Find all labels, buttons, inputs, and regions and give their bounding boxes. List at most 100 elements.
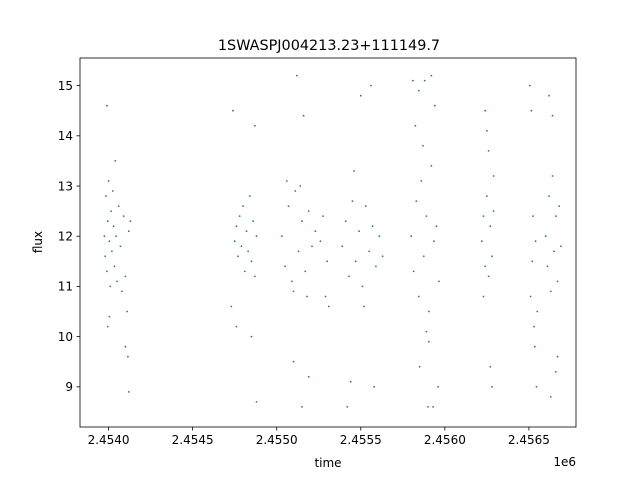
data-point: [363, 305, 365, 308]
data-point: [109, 285, 112, 288]
x-tick-label: 2.4560: [424, 433, 466, 447]
data-point: [127, 230, 130, 233]
data-point: [252, 220, 255, 223]
data-point: [558, 205, 561, 208]
data-point: [341, 245, 344, 248]
data-point: [346, 406, 349, 408]
data-point: [491, 385, 493, 388]
data-point: [235, 325, 238, 328]
data-point: [111, 190, 114, 192]
data-point: [319, 240, 322, 243]
data-point: [422, 145, 424, 147]
plot-area: [80, 58, 576, 427]
plot-frame: [79, 57, 577, 428]
data-point: [233, 240, 236, 243]
data-point: [480, 240, 483, 243]
x-axis-label: time: [314, 456, 341, 470]
data-point: [412, 270, 415, 273]
data-point: [285, 180, 288, 182]
data-point: [425, 215, 428, 218]
y-tick-label: 11: [58, 280, 73, 294]
data-point: [359, 94, 362, 97]
data-point: [245, 230, 248, 233]
data-point: [415, 200, 418, 203]
data-point: [255, 235, 258, 238]
data-point: [108, 315, 111, 318]
y-axis-ticks: 9 10 11 12 13 14 15: [58, 79, 80, 394]
data-point: [553, 250, 555, 253]
data-point: [422, 255, 425, 258]
data-point: [280, 235, 283, 238]
data-point: [528, 84, 531, 87]
data-point: [548, 94, 550, 97]
data-point: [121, 290, 123, 293]
data-point: [115, 235, 117, 238]
y-tick-label: 12: [58, 230, 73, 244]
data-point: [358, 230, 360, 233]
data-point: [433, 104, 436, 107]
data-point: [291, 280, 293, 283]
data-point: [549, 290, 552, 293]
data-point: [116, 280, 118, 283]
data-point: [248, 195, 251, 198]
y-tick-label: 13: [58, 179, 73, 193]
data-point: [556, 280, 559, 283]
data-point: [296, 74, 298, 77]
data-point: [432, 406, 434, 408]
y-tick-label: 9: [65, 380, 73, 394]
data-point: [307, 375, 310, 378]
data-point: [255, 401, 258, 403]
data-point: [105, 195, 107, 198]
data-point: [322, 215, 324, 218]
data-point: [487, 150, 490, 152]
x-tick-label: 2.4565: [508, 433, 550, 447]
data-point: [349, 380, 352, 383]
data-point: [375, 265, 377, 268]
x-tick-label: 2.4540: [88, 433, 130, 447]
data-point: [113, 265, 116, 268]
data-point: [551, 175, 554, 177]
data-point: [428, 310, 430, 313]
data-point: [489, 365, 492, 368]
data-point: [126, 310, 128, 313]
data-point: [292, 360, 295, 363]
data-point: [117, 205, 120, 208]
data-point: [238, 215, 241, 218]
data-point: [368, 250, 371, 253]
data-point: [551, 114, 554, 117]
data-point: [324, 295, 327, 298]
data-point: [410, 235, 413, 238]
data-point: [435, 225, 438, 228]
data-point: [114, 160, 117, 162]
y-axis-label: flux: [31, 231, 45, 253]
data-point: [230, 305, 233, 308]
data-point: [106, 325, 109, 328]
data-point: [351, 200, 354, 203]
data-point: [106, 104, 108, 107]
data-point: [344, 220, 347, 223]
data-point: [250, 260, 253, 263]
data-point: [247, 250, 250, 253]
data-point: [111, 250, 113, 253]
data-point: [556, 355, 559, 358]
data-point: [544, 235, 547, 238]
data-point: [106, 270, 108, 273]
x-tick-label: 2.4555: [340, 433, 382, 447]
data-point: [254, 275, 256, 278]
data-point: [107, 180, 110, 182]
data-point: [364, 205, 367, 208]
data-point: [417, 89, 420, 92]
data-point: [254, 124, 256, 127]
data-point: [353, 170, 355, 172]
data-point: [489, 225, 492, 228]
data-point: [307, 210, 310, 213]
data-point: [433, 240, 435, 243]
data-point: [482, 295, 485, 298]
data-point: [237, 255, 239, 258]
data-point: [418, 365, 421, 368]
data-point: [531, 260, 534, 263]
data-point: [532, 215, 534, 218]
data-point: [287, 205, 290, 208]
